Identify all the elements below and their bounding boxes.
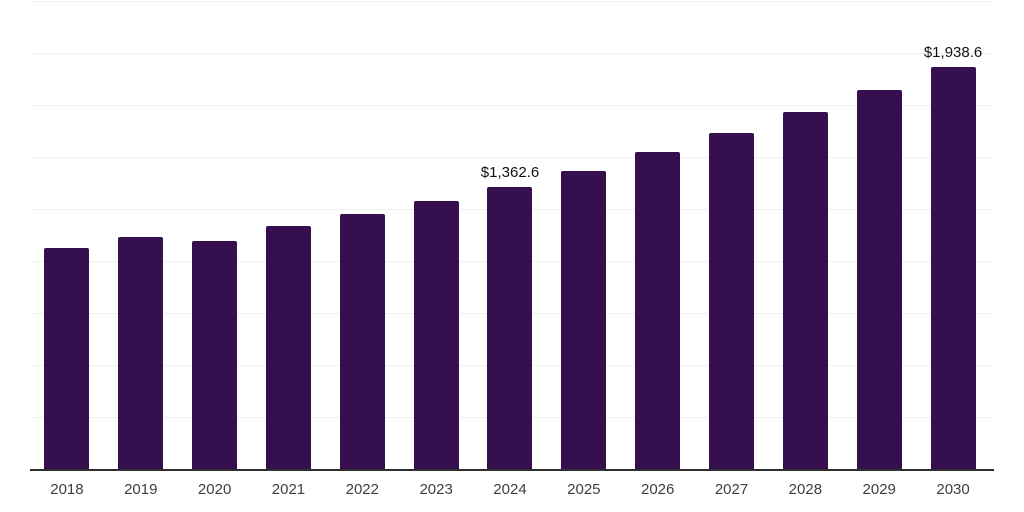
bar-2018 [44,248,90,470]
bar-2023 [413,201,459,470]
bar-2025 [561,170,607,470]
bars-container: $1,362.6 [30,2,990,470]
x-tick-2026: 2026 [640,481,675,498]
bar-2027 [709,133,755,470]
bar-group-2023 [399,2,473,470]
bar-value-label-2030: $1,938.6 [923,43,983,61]
bar-group-2028 [768,2,842,470]
x-tick-2019: 2019 [124,481,158,498]
x-tick-2022: 2022 [345,481,379,498]
bar-group-2018 [30,2,104,470]
bar-2024 [487,186,533,470]
bar-group-2022 [325,2,399,470]
x-tick-2024: 2024 [493,481,527,498]
x-tick-2025: 2025 [567,481,601,498]
gridline-2250 [30,1,990,2]
bar-2019 [118,237,164,470]
x-tick-2027: 2027 [714,481,749,498]
bar-group-2021 [252,2,326,470]
bar-group-2020 [178,2,252,470]
x-tick-2029: 2029 [862,481,896,498]
bar-group-2024: $1,362.6 [473,2,547,470]
x-tick-2020: 2020 [197,481,232,498]
bar-2022 [339,213,385,470]
bar-2029 [856,89,902,470]
x-tick-2021: 2021 [271,481,306,498]
bar-group-2025 [547,2,621,470]
x-axis-labels: 2018 2019 2020 2021 2022 2023 2024 2025 … [30,480,990,500]
plot-area: $1,362.6 [30,1,994,471]
x-tick-2030: 2030 [936,481,970,498]
x-tick-2023: 2023 [419,481,453,498]
gridline-1500 [30,157,990,158]
bar-2028 [782,112,828,470]
x-axis-line [30,469,994,471]
x-tick-2018: 2018 [50,481,84,498]
bar-group-2029 [842,2,916,470]
bar-group-2026 [621,2,695,470]
bar-2030 [930,66,976,470]
bar-2021 [265,226,311,470]
x-tick-2028: 2028 [788,481,823,498]
bar-2020 [192,241,238,470]
bar-group-2019 [104,2,178,470]
gridline-2000 [30,53,990,54]
bar-2026 [635,151,681,470]
bar-value-label-2024: $1,362.6 [480,163,540,181]
bar-group-2030: $1,938.6 [916,2,990,470]
gridline-1750 [30,105,990,106]
bar-group-2027 [695,2,769,470]
